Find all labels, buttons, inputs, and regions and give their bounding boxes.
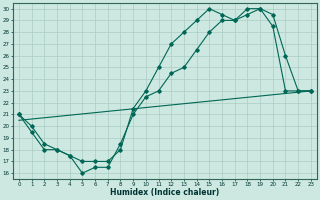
X-axis label: Humidex (Indice chaleur): Humidex (Indice chaleur) <box>110 188 220 197</box>
